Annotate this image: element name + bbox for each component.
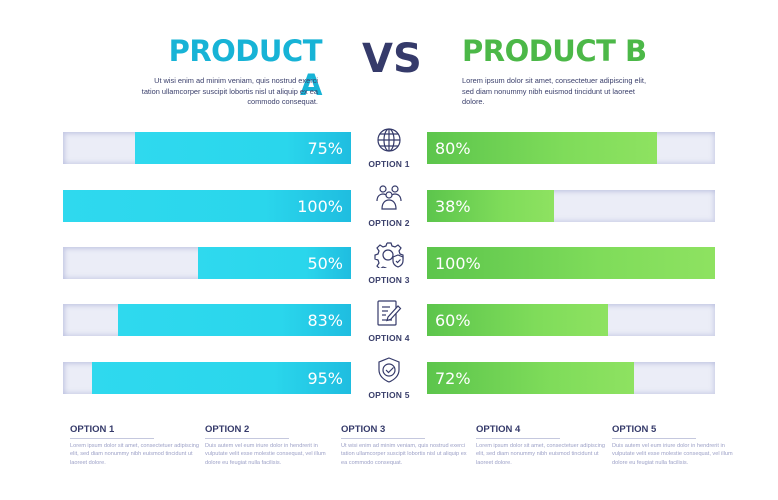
comparison-row-option-5: 95% 72%: [0, 362, 778, 394]
option-label: OPTION 2: [368, 218, 410, 228]
product-a-value: 50%: [307, 254, 343, 273]
product-b-bar-fill: 60%: [427, 304, 609, 336]
comparison-row-option-1: 75% 80%: [0, 132, 778, 164]
product-b-bar-track: 38%: [427, 190, 715, 222]
product-b-bar-track: 100%: [427, 247, 715, 279]
footer-option-title: OPTION 3: [341, 424, 425, 439]
product-b-bar-fill: 72%: [427, 362, 635, 394]
footer-option-1: OPTION 1 Lorem ipsum dolor sit amet, con…: [70, 424, 210, 467]
footer-option-text: Duis autem vel eum iriure dolor in hendr…: [205, 443, 326, 466]
comparison-row-option-4: 83% 60%: [0, 304, 778, 336]
product-a-bar-track: 50%: [63, 247, 351, 279]
product-a-bar-track: 95%: [63, 362, 351, 394]
product-a-bar-track: 83%: [63, 304, 351, 336]
vs-label: VS: [362, 36, 422, 82]
product-b-bar-fill: 100%: [427, 247, 715, 279]
shield-check-icon: [378, 357, 400, 383]
users-group-icon: [376, 185, 402, 210]
product-a-value: 100%: [297, 197, 343, 216]
footer-option-5: OPTION 5 Duis autem vel eum iriure dolor…: [612, 424, 752, 467]
product-b-value: 100%: [435, 254, 481, 273]
document-pen-icon: [377, 300, 402, 326]
product-b-value: 80%: [435, 139, 471, 158]
product-a-value: 95%: [307, 369, 343, 388]
product-b-bar-track: 72%: [427, 362, 715, 394]
product-b-bar-track: 60%: [427, 304, 715, 336]
globe-icon: [377, 128, 401, 152]
footer-option-text: Ut wisi enim ad minim veniam, quis nostr…: [341, 443, 467, 466]
footer-option-title: OPTION 2: [205, 424, 289, 439]
product-a-bar-track: 100%: [63, 190, 351, 222]
product-a-description: Ut wisi enim ad minim veniam, quis nostr…: [141, 76, 318, 106]
product-b-value: 38%: [435, 197, 471, 216]
option-label: OPTION 3: [368, 275, 410, 285]
product-a-bar-fill: 95%: [91, 362, 351, 394]
footer-option-title: OPTION 5: [612, 424, 696, 439]
option-label: OPTION 5: [368, 390, 410, 400]
footer-option-4: OPTION 4 Lorem ipsum dolor sit amet, con…: [476, 424, 616, 467]
comparison-row-option-2: 100% 38%: [0, 190, 778, 222]
product-b-value: 60%: [435, 311, 471, 330]
footer-option-text: Lorem ipsum dolor sit amet, consectetuer…: [70, 443, 200, 466]
product-a-bar-fill: 50%: [198, 247, 351, 279]
footer-option-text: Duis autem vel eum iriure dolor in hendr…: [612, 443, 733, 466]
footer-option-text: Lorem ipsum dolor sit amet, consectetuer…: [476, 443, 606, 466]
footer-option-title: OPTION 4: [476, 424, 560, 439]
gear-shield-icon: [374, 242, 404, 268]
footer-option-title: OPTION 1: [70, 424, 154, 439]
product-b-title: PRODUCT B: [462, 34, 647, 68]
product-a-value: 75%: [307, 139, 343, 158]
product-a-bar-track: 75%: [63, 132, 351, 164]
product-b-bar-fill: 80%: [427, 132, 658, 164]
option-label: OPTION 4: [368, 333, 410, 343]
product-a-title: PRODUCT A: [168, 34, 323, 102]
product-b-value: 72%: [435, 369, 471, 388]
comparison-row-option-3: 50% 100%: [0, 247, 778, 279]
product-a-bar-fill: 83%: [117, 304, 351, 336]
product-a-bar-fill: 75%: [135, 132, 351, 164]
product-a-bar-fill: 100%: [63, 190, 351, 222]
product-b-bar-track: 80%: [427, 132, 715, 164]
option-label: OPTION 1: [368, 159, 410, 169]
product-b-bar-fill: 38%: [427, 190, 554, 222]
footer-option-2: OPTION 2 Duis autem vel eum iriure dolor…: [205, 424, 345, 467]
product-a-value: 83%: [307, 311, 343, 330]
product-b-description: Lorem ipsum dolor sit amet, consectetuer…: [462, 76, 647, 106]
footer-option-3: OPTION 3 Ut wisi enim ad minim veniam, q…: [341, 424, 481, 467]
